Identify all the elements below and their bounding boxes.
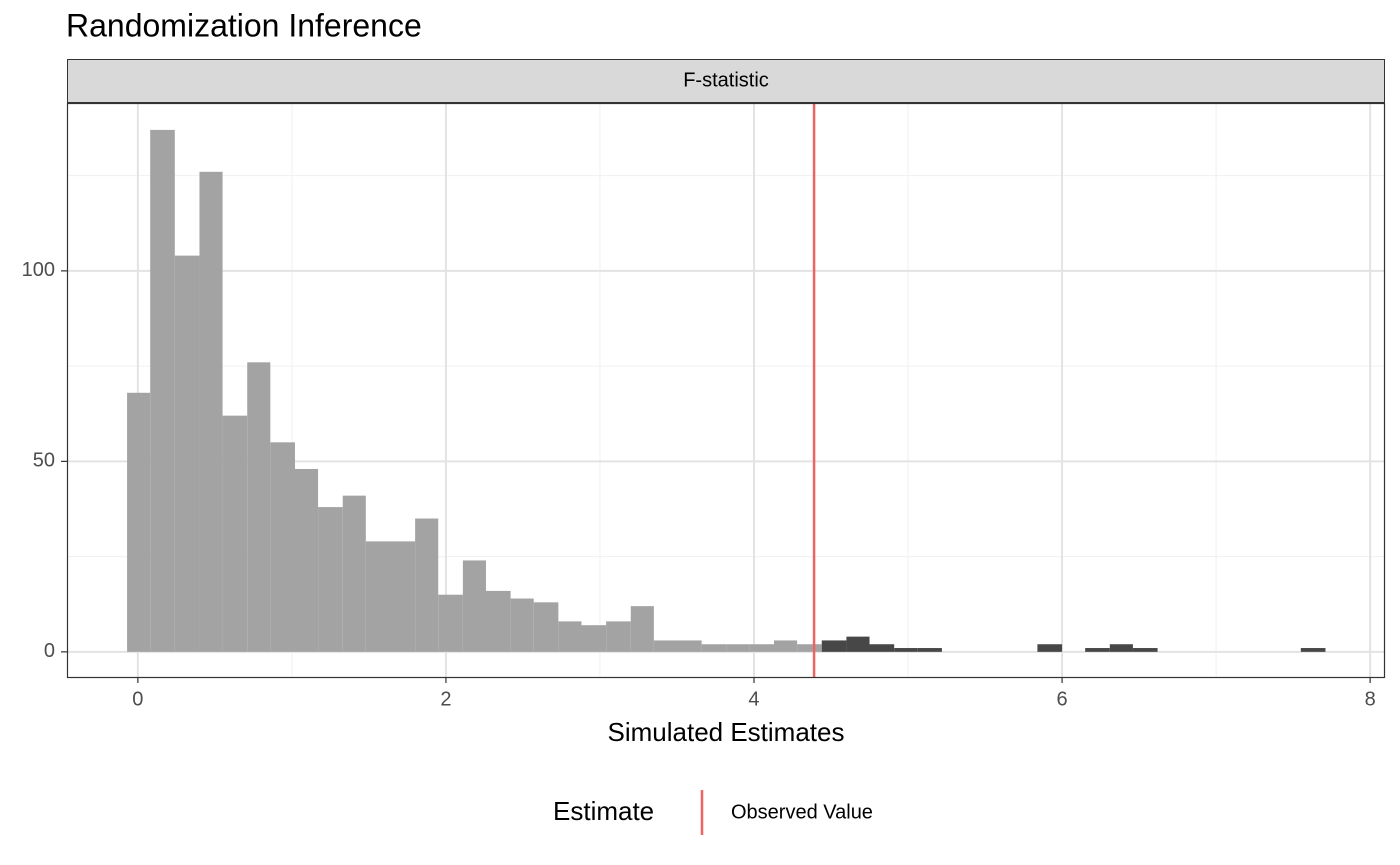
legend-title: Estimate	[553, 796, 654, 826]
legend: Observed Value	[700, 790, 873, 835]
y-tick-label: 50	[33, 450, 55, 472]
bar	[365, 541, 391, 652]
bar	[653, 640, 679, 652]
bar	[174, 255, 200, 652]
chart-title: Randomization Inference	[66, 7, 422, 43]
bar	[558, 621, 582, 652]
x-tick-label: 2	[440, 688, 451, 710]
bar	[222, 415, 248, 652]
bar	[127, 392, 151, 652]
bar	[318, 507, 343, 652]
bar	[726, 644, 750, 652]
bar	[894, 648, 918, 652]
bar	[630, 606, 654, 652]
bar	[749, 644, 775, 652]
strip-label: F-statistic	[683, 69, 769, 91]
bar	[270, 442, 295, 652]
bar	[869, 644, 895, 652]
bar	[533, 602, 559, 652]
bar	[510, 598, 534, 652]
bar	[1085, 648, 1110, 652]
bar	[1109, 644, 1133, 652]
strip	[67, 59, 1385, 103]
x-axis-title: Simulated Estimates	[608, 717, 845, 747]
bar	[678, 640, 702, 652]
bar	[701, 644, 727, 652]
plot-area	[67, 104, 1384, 677]
bar	[342, 495, 366, 652]
bar	[774, 640, 798, 652]
bar	[390, 541, 416, 652]
bar	[247, 362, 271, 652]
bar	[294, 468, 319, 652]
bar	[1037, 644, 1063, 652]
x-tick-label: 6	[1057, 688, 1068, 710]
bar	[581, 625, 607, 652]
bar	[606, 621, 631, 652]
y-tick-label: 100	[22, 259, 55, 281]
x-tick-label: 4	[748, 688, 759, 710]
bar	[821, 640, 847, 652]
y-tick-label: 0	[44, 640, 55, 662]
x-tick-label: 8	[1365, 688, 1376, 710]
bar	[485, 590, 511, 652]
bar	[415, 518, 439, 652]
bar	[462, 560, 486, 652]
bar	[1300, 648, 1326, 652]
bar	[846, 636, 870, 652]
bar	[1132, 648, 1158, 652]
x-tick-label: 0	[132, 688, 143, 710]
bar	[917, 648, 942, 652]
panel-border	[66, 102, 1386, 679]
bar	[438, 594, 463, 652]
bar	[199, 171, 223, 652]
bar	[150, 129, 175, 652]
legend-label: Observed Value	[731, 801, 873, 823]
bar	[797, 644, 822, 652]
